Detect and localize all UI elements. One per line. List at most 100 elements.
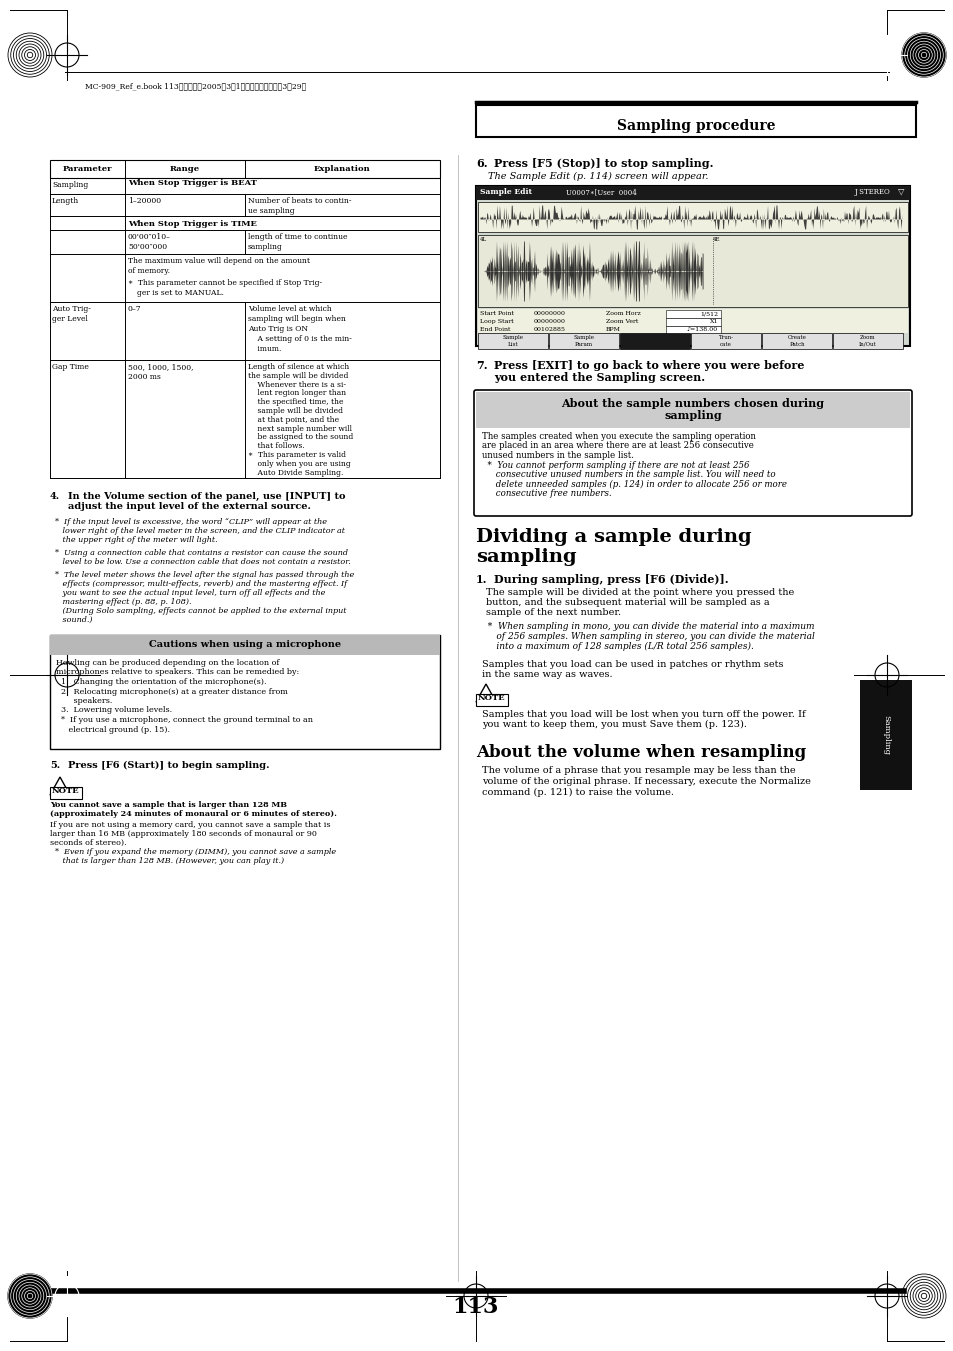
Text: ∗  This parameter is valid: ∗ This parameter is valid — [248, 451, 346, 459]
Bar — [476, 186, 909, 200]
Text: 1.: 1. — [476, 574, 487, 585]
Text: Sampling procedure: Sampling procedure — [616, 119, 775, 132]
Text: be assigned to the sound: be assigned to the sound — [248, 434, 353, 442]
Text: sampling will begin when: sampling will begin when — [248, 315, 346, 323]
Text: 4.: 4. — [50, 492, 60, 501]
Text: 50'00″000: 50'00″000 — [128, 243, 167, 251]
Text: 7.: 7. — [476, 359, 487, 372]
Text: Zoom: Zoom — [860, 335, 875, 340]
Text: Explanation: Explanation — [314, 165, 370, 173]
Text: About the sample numbers chosen during: About the sample numbers chosen during — [561, 399, 823, 409]
Text: you want to keep them, you must Save them (p. 123).: you want to keep them, you must Save the… — [481, 720, 746, 730]
Text: that is larger than 128 MB. (However, you can play it.): that is larger than 128 MB. (However, yo… — [50, 857, 284, 865]
Text: effects (compressor, multi-effects, reverb) and the mastering effect. If: effects (compressor, multi-effects, reve… — [55, 580, 347, 588]
Bar — [477, 235, 907, 307]
Bar — [761, 332, 831, 349]
Text: 00102885: 00102885 — [534, 327, 565, 332]
Text: Parameter: Parameter — [62, 165, 112, 173]
Text: length of time to continue: length of time to continue — [248, 232, 347, 240]
Text: J STEREO: J STEREO — [854, 188, 890, 196]
Text: The volume of a phrase that you resample may be less than the: The volume of a phrase that you resample… — [481, 766, 795, 775]
Text: Dividing a sample during: Dividing a sample during — [476, 528, 751, 546]
Text: NOTE: NOTE — [52, 788, 79, 794]
Text: unused numbers in the sample list.: unused numbers in the sample list. — [481, 451, 634, 459]
Text: 1/512: 1/512 — [700, 311, 718, 316]
Text: ger Level: ger Level — [52, 315, 88, 323]
Text: of 256 samples. When sampling in stereo, you can divide the material: of 256 samples. When sampling in stereo,… — [481, 632, 814, 640]
Circle shape — [8, 1274, 52, 1319]
Text: *  The level meter shows the level after the signal has passed through the: * The level meter shows the level after … — [55, 571, 354, 580]
Circle shape — [901, 32, 945, 77]
Text: Press [F5 (Stop)] to stop sampling.: Press [F5 (Stop)] to stop sampling. — [494, 158, 713, 169]
Text: ger is set to MANUAL.: ger is set to MANUAL. — [137, 289, 224, 297]
Text: larger than 16 MB (approximately 180 seconds of monaural or 90: larger than 16 MB (approximately 180 sec… — [50, 830, 316, 838]
Text: 2000 ms: 2000 ms — [128, 373, 161, 381]
Text: Gap Time: Gap Time — [52, 363, 89, 372]
Text: You cannot save a sample that is larger than 128 MB: You cannot save a sample that is larger … — [50, 801, 287, 809]
Text: into a maximum of 128 samples (L/R total 256 samples).: into a maximum of 128 samples (L/R total… — [481, 642, 753, 651]
Text: *  Using a connection cable that contains a resistor can cause the sound: * Using a connection cable that contains… — [55, 549, 348, 557]
Bar — [859, 680, 911, 790]
Text: Start Point: Start Point — [479, 311, 514, 316]
Text: ▽: ▽ — [897, 188, 903, 196]
FancyBboxPatch shape — [476, 392, 909, 428]
Bar — [665, 326, 720, 334]
Text: next sample number will: next sample number will — [248, 424, 352, 432]
Text: cate: cate — [720, 342, 731, 347]
Text: the specified time, the: the specified time, the — [248, 399, 343, 407]
Text: lent region longer than: lent region longer than — [248, 389, 346, 397]
Text: speakers.: speakers. — [56, 697, 112, 705]
Text: sample will be divided: sample will be divided — [248, 407, 343, 415]
Text: Create: Create — [787, 335, 805, 340]
Bar — [50, 635, 439, 748]
Text: Trun-: Trun- — [718, 335, 733, 340]
Text: Samples that you load can be used in patches or rhythm sets: Samples that you load can be used in pat… — [481, 661, 782, 669]
Text: Zoom Horz: Zoom Horz — [605, 311, 640, 316]
Text: *  When sampling in mono, you can divide the material into a maximum: * When sampling in mono, you can divide … — [481, 621, 814, 631]
Text: During sampling, press [F6 (Divide)].: During sampling, press [F6 (Divide)]. — [494, 574, 728, 585]
Text: The maximum value will depend on the amount: The maximum value will depend on the amo… — [128, 257, 310, 265]
Text: NOTE: NOTE — [477, 694, 505, 703]
Text: Range: Range — [170, 165, 200, 173]
Text: 500, 1000, 1500,: 500, 1000, 1500, — [128, 363, 193, 372]
Text: sampling: sampling — [476, 549, 576, 566]
Text: Auto Divide Sampling.: Auto Divide Sampling. — [248, 469, 343, 477]
Text: *  If you use a microphone, connect the ground terminal to an: * If you use a microphone, connect the g… — [56, 716, 313, 724]
Text: volume of the original phrase. If necessary, execute the Normalize: volume of the original phrase. If necess… — [481, 777, 810, 786]
Text: Loop Start: Loop Start — [479, 319, 514, 324]
FancyBboxPatch shape — [50, 788, 82, 798]
Text: adjust the input level of the external source.: adjust the input level of the external s… — [68, 503, 311, 511]
Text: command (p. 121) to raise the volume.: command (p. 121) to raise the volume. — [481, 788, 673, 797]
Text: Patch: Patch — [788, 342, 804, 347]
Text: 113: 113 — [453, 1296, 498, 1319]
FancyBboxPatch shape — [476, 694, 507, 707]
Bar — [665, 317, 720, 326]
Text: 6.: 6. — [476, 158, 487, 169]
Text: level to be low. Use a connection cable that does not contain a resistor.: level to be low. Use a connection cable … — [55, 558, 351, 566]
Text: Samples that you load will be lost when you turn off the power. If: Samples that you load will be lost when … — [481, 711, 804, 719]
Text: The sample will be divided at the point where you pressed the: The sample will be divided at the point … — [485, 588, 794, 597]
Bar — [832, 332, 902, 349]
Text: Cautions when using a microphone: Cautions when using a microphone — [149, 640, 341, 648]
Text: Sample: Sample — [502, 335, 523, 340]
Text: delete unneeded samples (p. 124) in order to allocate 256 or more: delete unneeded samples (p. 124) in orde… — [481, 480, 786, 489]
Text: 00000000: 00000000 — [534, 311, 565, 316]
Text: sample of the next number.: sample of the next number. — [485, 608, 620, 617]
Text: 1–20000: 1–20000 — [128, 197, 161, 205]
Text: *  If the input level is excessive, the word “CLIP” will appear at the: * If the input level is excessive, the w… — [55, 517, 327, 526]
Bar — [476, 186, 909, 346]
Text: 4L: 4L — [479, 236, 487, 242]
Text: Sampling: Sampling — [882, 715, 889, 755]
Bar — [50, 159, 439, 178]
Text: The Sample Edit (p. 114) screen will appear.: The Sample Edit (p. 114) screen will app… — [488, 172, 708, 181]
Bar — [690, 332, 760, 349]
Text: electrical ground (p. 15).: electrical ground (p. 15). — [56, 725, 170, 734]
Text: 4E: 4E — [712, 236, 720, 242]
Text: (During Solo sampling, effects cannot be applied to the external input: (During Solo sampling, effects cannot be… — [55, 607, 346, 615]
Text: you entered the Sampling screen.: you entered the Sampling screen. — [494, 372, 704, 382]
Text: U0007∗[User  0004: U0007∗[User 0004 — [565, 188, 636, 196]
Text: in the same way as waves.: in the same way as waves. — [481, 670, 612, 680]
Text: *  You cannot perform sampling if there are not at least 256: * You cannot perform sampling if there a… — [481, 461, 749, 470]
Text: 1.  Changing the orientation of the microphone(s).: 1. Changing the orientation of the micro… — [56, 678, 266, 686]
Text: 00000000: 00000000 — [534, 319, 565, 324]
